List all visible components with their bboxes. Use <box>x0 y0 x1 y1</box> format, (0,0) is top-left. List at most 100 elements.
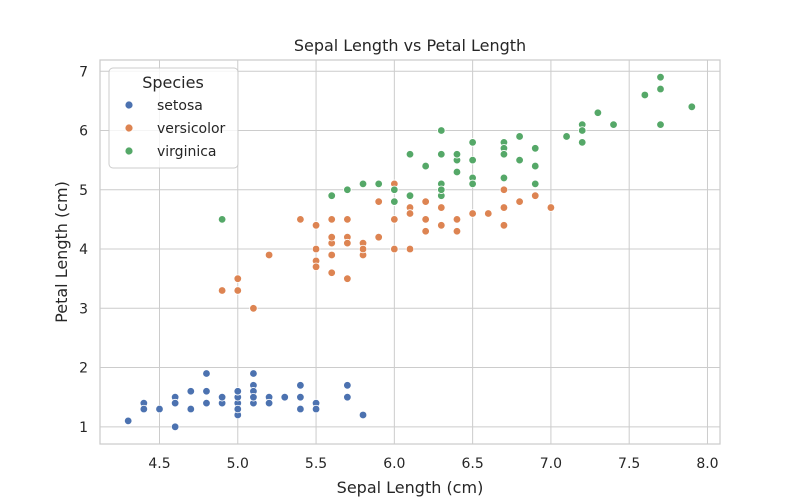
x-tick-label: 8.0 <box>696 456 718 472</box>
data-point-versicolor <box>405 209 415 218</box>
data-point-virginica <box>515 155 524 165</box>
data-point-virginica <box>327 191 336 200</box>
data-point-virginica <box>656 84 665 94</box>
legend-item-setosa: setosa <box>124 98 203 114</box>
data-point-setosa <box>202 387 211 396</box>
y-tick-labels: 1 2 3 4 5 6 7 <box>79 64 88 436</box>
data-point-versicolor <box>452 215 462 224</box>
plot-frame <box>99 59 721 445</box>
data-point-setosa <box>343 381 352 390</box>
data-point-virginica <box>562 132 571 141</box>
data-point-virginica <box>531 179 540 189</box>
data-point-virginica <box>531 161 540 171</box>
data-point-versicolor <box>390 215 399 224</box>
data-point-virginica <box>578 138 587 147</box>
data-point-setosa <box>123 416 133 426</box>
data-point-virginica <box>452 150 462 159</box>
x-tick-label: 4.5 <box>148 456 170 472</box>
legend-items: setosa versicolor virginica <box>124 98 226 160</box>
data-point-virginica <box>640 90 650 100</box>
y-tick-label: 5 <box>79 183 88 199</box>
data-point-setosa <box>296 404 305 414</box>
data-point-setosa <box>186 387 196 396</box>
data-point-versicolor <box>421 197 430 206</box>
data-point-virginica <box>468 138 477 147</box>
data-point-setosa <box>311 404 321 414</box>
data-point-virginica <box>578 126 587 135</box>
data-point-virginica <box>358 179 368 189</box>
chart-title: Sepal Length vs Petal Length <box>294 36 526 55</box>
data-point-versicolor <box>327 250 336 260</box>
data-point-versicolor <box>217 286 227 295</box>
data-point-versicolor <box>358 244 368 254</box>
data-point-versicolor <box>296 215 305 224</box>
data-point-setosa <box>249 369 258 378</box>
data-point-virginica <box>374 179 383 189</box>
data-point-setosa <box>170 422 180 432</box>
x-tick-label: 7.0 <box>540 456 562 472</box>
data-point-virginica <box>468 155 477 165</box>
data-point-versicolor <box>327 232 336 242</box>
data-point-virginica <box>217 215 227 224</box>
data-point-setosa <box>202 398 211 408</box>
data-point-virginica <box>531 144 540 153</box>
data-point-virginica <box>437 150 446 159</box>
data-point-virginica <box>437 126 446 135</box>
series-setosa <box>123 369 368 432</box>
data-point-versicolor <box>327 268 336 277</box>
legend-item-virginica: virginica <box>124 144 217 160</box>
data-point-setosa <box>139 404 149 414</box>
data-point-versicolor <box>499 185 509 194</box>
data-point-setosa <box>280 392 289 402</box>
data-points <box>123 72 697 432</box>
data-point-setosa <box>343 392 352 402</box>
data-point-virginica <box>452 167 462 177</box>
series-virginica <box>217 72 697 224</box>
data-point-versicolor <box>546 203 556 212</box>
data-point-setosa <box>249 392 258 402</box>
data-point-versicolor <box>421 215 430 224</box>
data-point-setosa <box>358 410 368 420</box>
x-tick-label: 6.5 <box>461 456 483 472</box>
data-point-virginica <box>499 150 509 159</box>
data-point-versicolor <box>484 209 493 218</box>
legend: Species setosa versicolor virginica <box>108 67 239 169</box>
data-point-setosa <box>233 404 242 414</box>
x-tick-label: 7.5 <box>618 456 640 472</box>
y-tick-label: 6 <box>79 124 88 140</box>
data-point-setosa <box>264 398 274 408</box>
data-point-virginica <box>405 150 415 159</box>
x-axis-label: Sepal Length (cm) <box>337 478 484 497</box>
legend-label-setosa: setosa <box>157 98 203 114</box>
data-point-versicolor <box>437 203 446 212</box>
data-point-virginica <box>609 120 618 129</box>
x-tick-labels: 4.5 5.0 5.5 6.0 6.5 7.0 7.5 8.0 <box>148 456 718 472</box>
legend-marker-setosa <box>124 100 134 110</box>
data-point-virginica <box>515 132 524 141</box>
data-point-virginica <box>687 102 697 112</box>
y-tick-label: 2 <box>79 361 88 377</box>
data-point-versicolor <box>233 286 242 295</box>
legend-marker-virginica <box>124 146 134 156</box>
data-point-versicolor <box>343 238 352 248</box>
data-point-virginica <box>405 191 415 200</box>
data-point-virginica <box>656 72 665 82</box>
legend-label-virginica: virginica <box>157 144 217 160</box>
series-versicolor <box>217 179 556 313</box>
data-point-versicolor <box>327 215 336 224</box>
data-point-virginica <box>593 108 603 117</box>
data-point-versicolor <box>437 221 446 230</box>
x-tick-label: 5.0 <box>227 456 249 472</box>
data-point-virginica <box>390 185 399 194</box>
y-tick-label: 3 <box>79 301 88 317</box>
data-point-versicolor <box>311 244 321 254</box>
data-point-versicolor <box>343 215 352 224</box>
data-point-versicolor <box>452 227 462 236</box>
data-point-setosa <box>155 404 164 414</box>
data-point-versicolor <box>374 232 383 242</box>
data-point-versicolor <box>531 191 540 200</box>
data-point-versicolor <box>405 244 415 254</box>
data-point-setosa <box>296 381 305 390</box>
data-point-virginica <box>499 173 509 183</box>
data-point-virginica <box>468 179 477 189</box>
